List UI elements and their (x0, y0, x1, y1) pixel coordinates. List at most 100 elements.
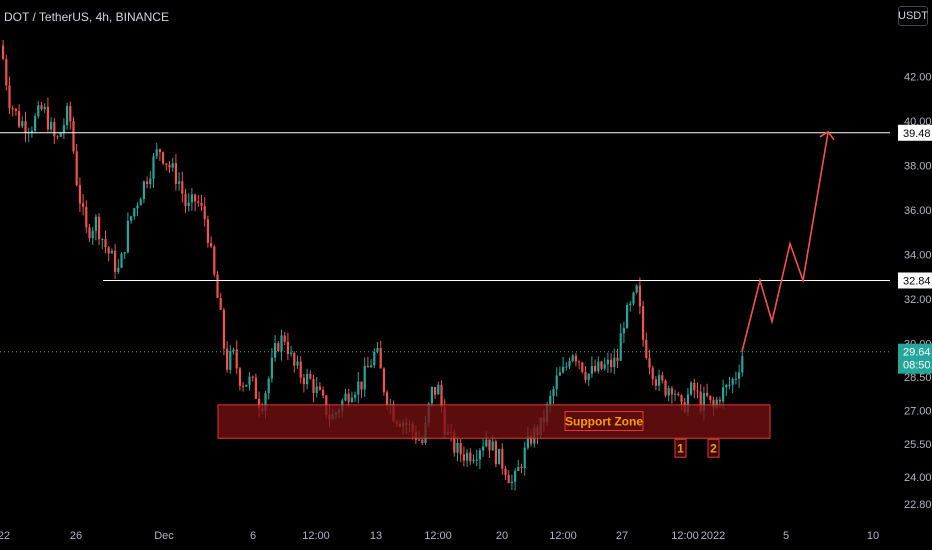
candle-body (200, 202, 203, 207)
candle-body (107, 247, 110, 254)
candle-body (277, 343, 280, 351)
candle-body (680, 395, 683, 403)
candle-body (254, 377, 257, 399)
candle-body (712, 400, 715, 408)
candle-body (485, 439, 488, 447)
candle-body (24, 121, 27, 133)
x-tick-label: 10 (867, 530, 879, 542)
candle-body (581, 362, 584, 372)
candle-body (350, 397, 353, 402)
candle-body (670, 388, 673, 395)
candle-body (213, 246, 216, 275)
y-tick-label: 24.00 (904, 472, 932, 484)
y-tick-label: 38.00 (904, 161, 932, 173)
candle-body (296, 361, 299, 366)
candle-body (494, 441, 497, 465)
candle-body (693, 382, 696, 391)
candle-body (645, 339, 648, 359)
y-tick-label: 42.00 (904, 72, 932, 84)
candle-body (437, 384, 440, 395)
candle-body (453, 432, 456, 453)
candle-body (187, 202, 190, 207)
level-price-label: 39.48 (903, 128, 931, 140)
candle-body (738, 372, 741, 379)
candle-body (565, 366, 568, 368)
candle-body (130, 216, 133, 221)
candle-body (699, 391, 702, 412)
candle-body (197, 201, 200, 203)
candle-body (613, 357, 616, 368)
candle-body (587, 373, 590, 380)
candle-body (472, 459, 475, 462)
x-tick-label: 5 (783, 530, 789, 542)
candle-body (171, 163, 174, 168)
candle-body (571, 355, 574, 362)
last-price-countdown: 08:50 (903, 360, 931, 372)
candle-body (549, 396, 552, 405)
candle-body (344, 393, 347, 401)
candle-body (101, 239, 104, 241)
candle-body (642, 306, 645, 340)
y-tick-label: 28.50 (904, 372, 932, 384)
candle-body (718, 399, 721, 402)
candle-body (216, 274, 219, 298)
candle-body (478, 450, 481, 460)
candle-body (82, 203, 85, 207)
candle-body (514, 470, 517, 482)
time-axis: 22 26 Dec 6 12:00 13 12:00 20 12:00 27 12:00 2022 5 1… (0, 530, 879, 542)
candle-body (85, 206, 88, 228)
candle-body (440, 384, 443, 408)
candle-body (117, 267, 120, 272)
support-zone-label: Support Zone (565, 415, 643, 429)
y-tick-label: 32.00 (904, 294, 932, 306)
candle-body (686, 394, 689, 412)
candle-body (558, 372, 561, 376)
marker-label: 1 (677, 441, 684, 455)
candle-body (382, 368, 385, 393)
candle-body (456, 442, 459, 453)
x-tick-label: 13 (370, 530, 382, 542)
candle-body (30, 130, 33, 133)
support-zone (217, 404, 771, 439)
candle-body (706, 393, 709, 396)
candle-body (62, 125, 65, 133)
candle-body (34, 116, 37, 131)
candle-body (354, 394, 357, 398)
candle-body (302, 377, 305, 385)
candle-body (510, 481, 513, 484)
candle-body (37, 105, 40, 117)
candle-body (53, 122, 56, 137)
currency-button[interactable]: USDT (898, 6, 928, 26)
candle-body (110, 250, 113, 254)
candle-body (123, 252, 126, 254)
candle-body (584, 371, 587, 380)
chart-title: DOT / TetherUS, 4h, BINANCE (4, 10, 169, 24)
candle-body (434, 386, 437, 395)
candle-body (203, 206, 206, 220)
candle-body (43, 106, 46, 110)
candle-body (459, 442, 462, 455)
candle-body (181, 181, 184, 194)
x-tick-label: 6 (250, 530, 256, 542)
marker-label: 2 (710, 441, 717, 455)
candle-body (168, 164, 171, 168)
x-tick-label: 12:00 (424, 530, 452, 542)
candle-body (69, 106, 72, 122)
candle-body (632, 292, 635, 304)
candle-body (286, 341, 289, 354)
y-tick-label: 34.00 (904, 250, 932, 262)
candle-body (610, 359, 613, 368)
candle-body (552, 389, 555, 397)
candle-body (462, 454, 465, 461)
candle-body (674, 393, 677, 395)
candle-body (139, 199, 142, 206)
candle-body (264, 393, 267, 412)
candle-body (5, 59, 8, 86)
candle-body (373, 351, 376, 366)
candle-body (18, 110, 21, 127)
candle-body (421, 439, 424, 443)
last-price-label: 29.64 (903, 347, 931, 359)
candle-body (133, 208, 136, 217)
candle-body (258, 398, 261, 409)
